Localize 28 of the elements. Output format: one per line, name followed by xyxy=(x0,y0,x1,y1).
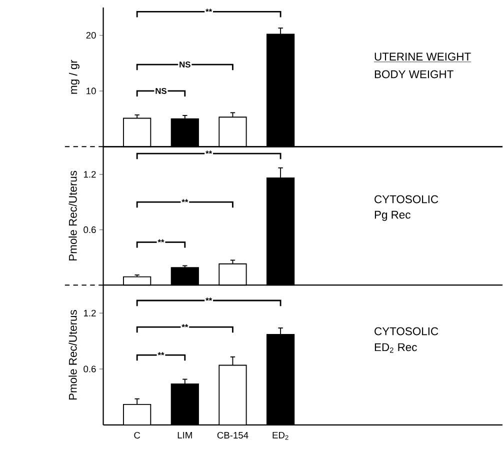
text: BODY WEIGHT xyxy=(374,70,454,78)
x-tick-label: ED$_{2}$ xyxy=(272,432,288,440)
y-tick-label: 10 xyxy=(86,88,96,94)
annotation: ** xyxy=(182,199,188,202)
annotation: ** xyxy=(182,324,188,328)
x-tick-label: CB-154 xyxy=(217,432,248,439)
x-tick-label: LIM xyxy=(178,432,192,438)
annotation: ** xyxy=(158,352,164,356)
y-tick-label: 20 xyxy=(86,32,96,39)
y-axis-title: Pmole Rec/Uterus xyxy=(68,310,77,400)
y-axis-title: mg / gr xyxy=(69,60,80,94)
y-tick-label: 1.2 xyxy=(84,310,96,316)
x-tick-label: C xyxy=(134,432,140,439)
annotation: NS xyxy=(180,62,190,68)
annotation: ** xyxy=(158,239,164,243)
y-axis-title: Pmole Rec/Uterus xyxy=(68,170,77,260)
text: Pg Rec xyxy=(374,210,410,221)
y-tick-label: 1.2 xyxy=(84,171,96,178)
text: UTERINE WEIGHT xyxy=(374,52,471,61)
annotation: ** xyxy=(206,150,212,154)
text: CYTOSOLIC xyxy=(374,195,438,204)
annotation: NS xyxy=(156,88,166,94)
text: CYTOSOLIC xyxy=(374,327,438,336)
annotation: ** xyxy=(206,8,212,12)
y-tick-label: 0.6 xyxy=(84,226,96,234)
annotation: ** xyxy=(206,298,212,301)
y-tick-label: 0.6 xyxy=(84,366,96,372)
text: ED$_{2}$ Rec xyxy=(374,343,417,353)
